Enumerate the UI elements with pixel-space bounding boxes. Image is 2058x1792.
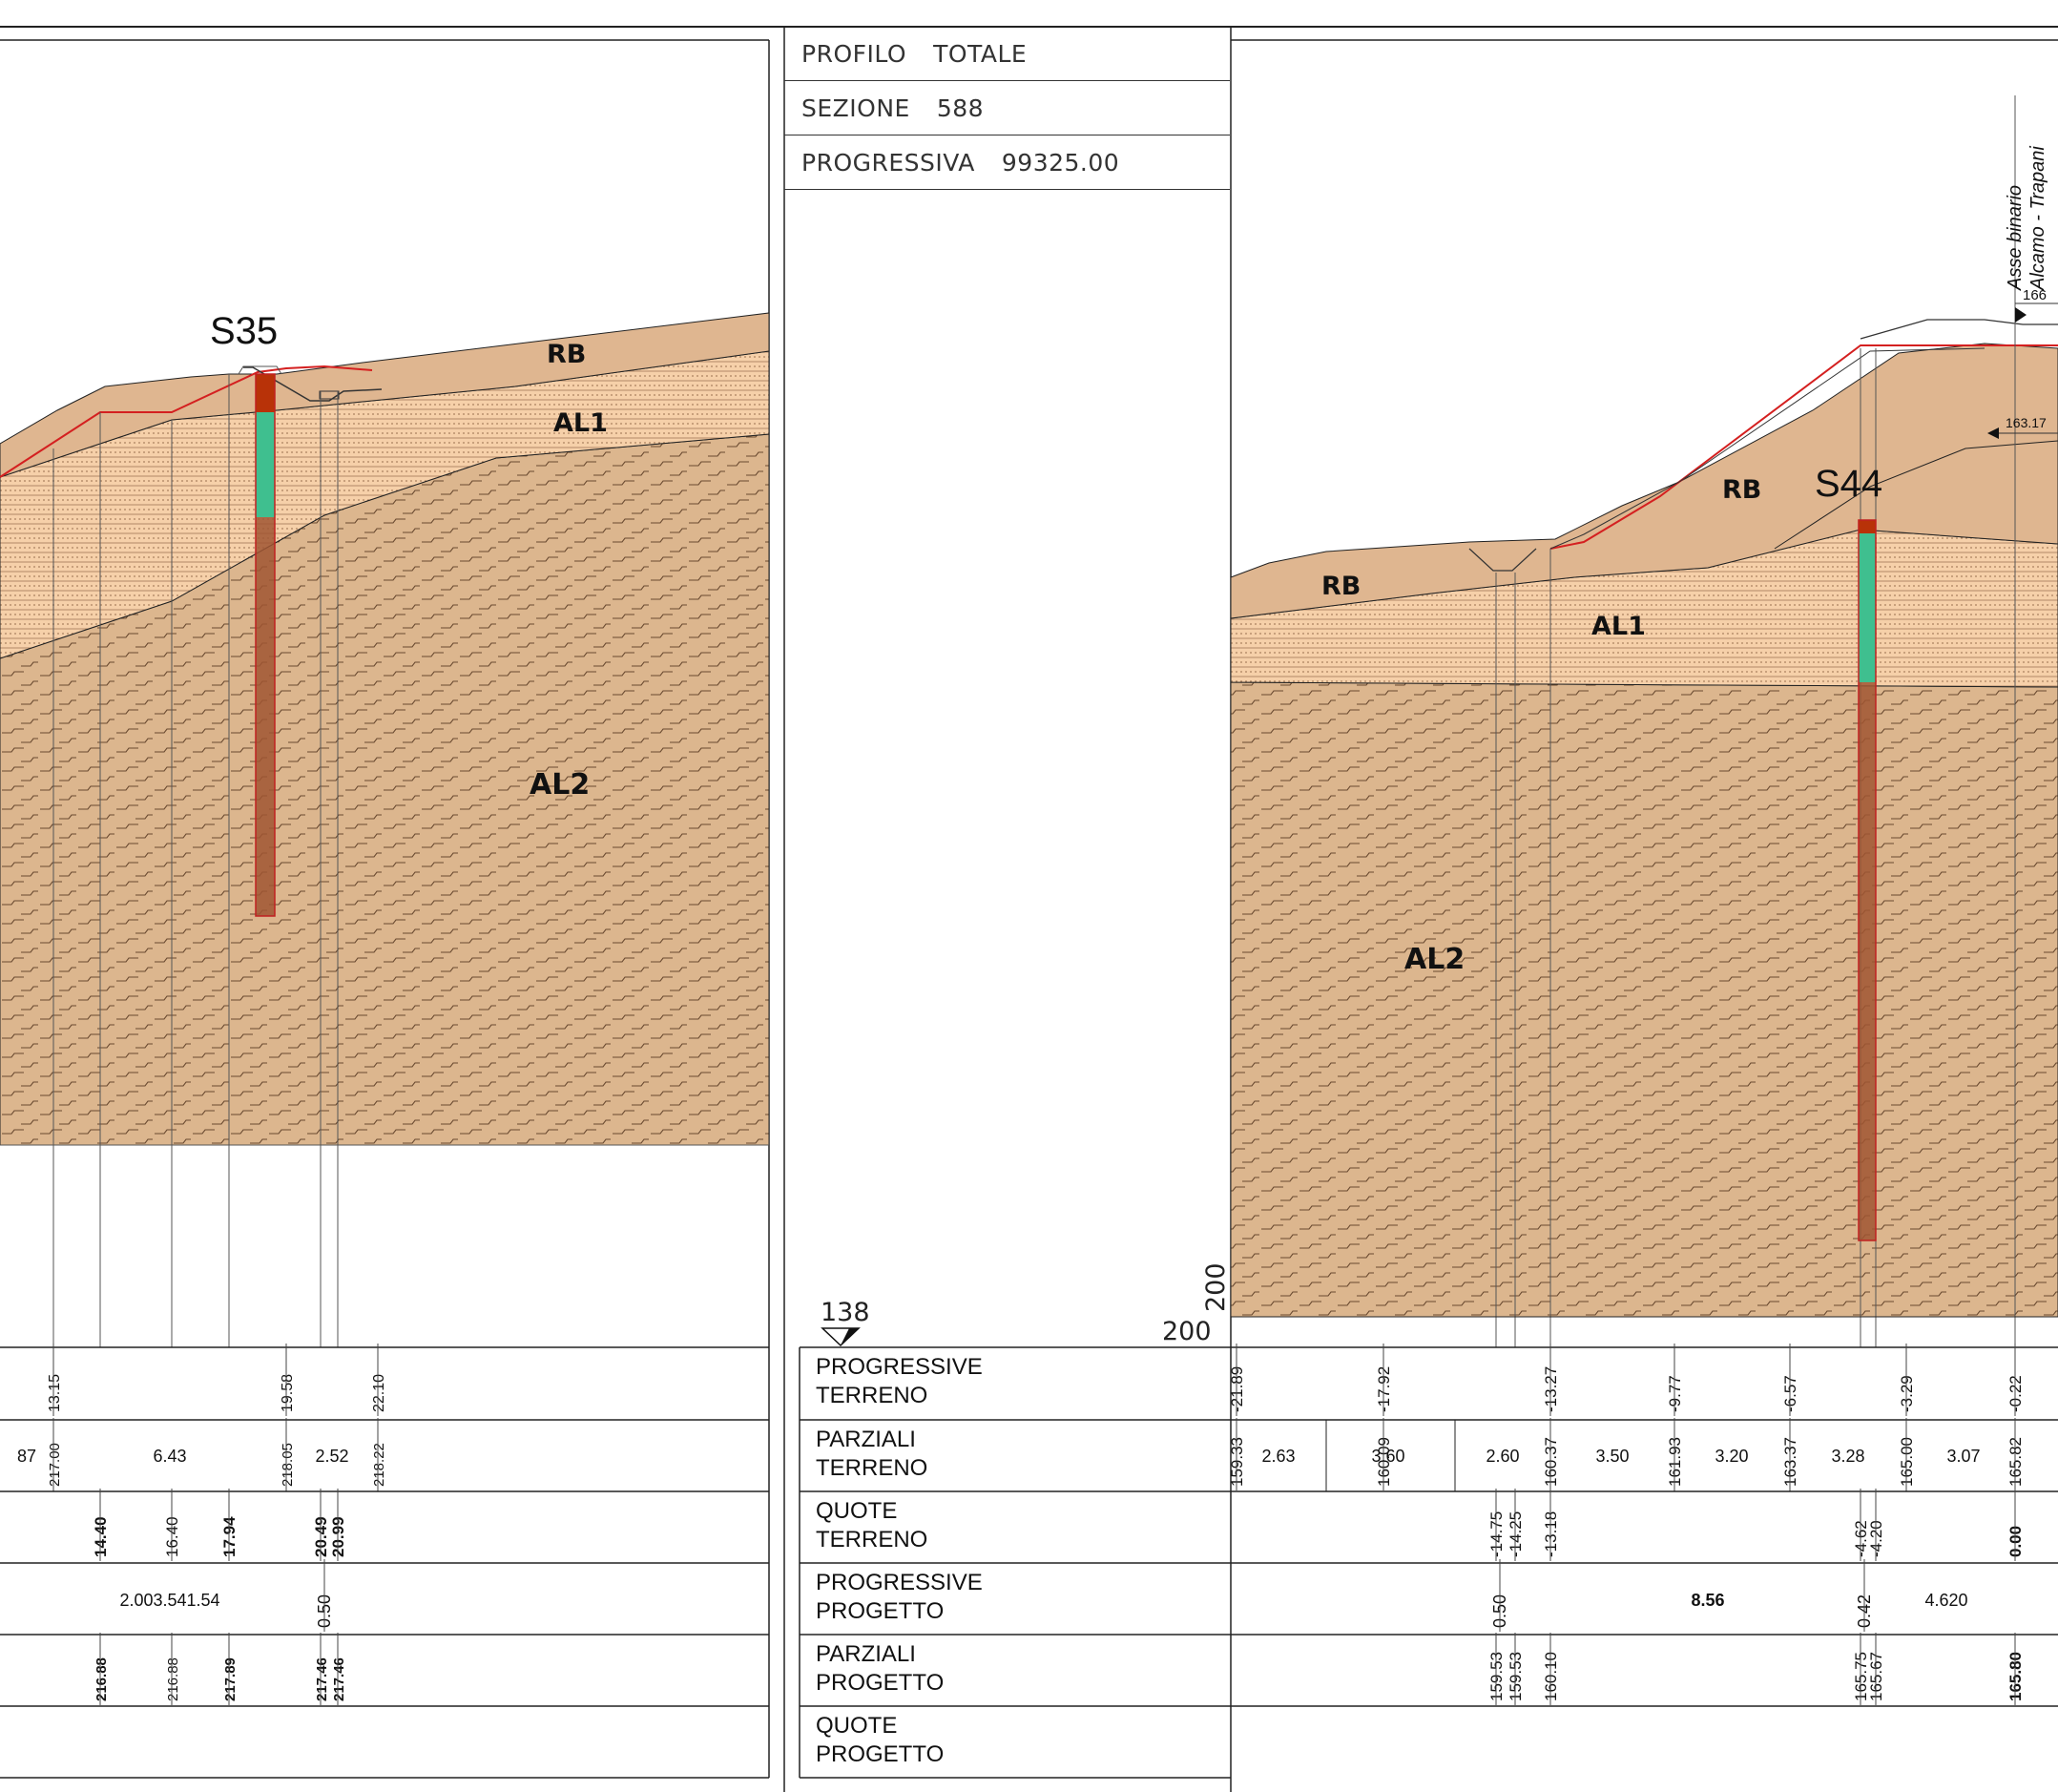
left-parz-terreno-2: 2.52: [315, 1447, 348, 1466]
progressiva-value: 99325.00: [1001, 148, 1120, 177]
layer-label-al2-left: AL2: [530, 768, 590, 802]
right-section-soil: [1230, 95, 2058, 1347]
layer-label-rb-right-2: RB: [1722, 475, 1761, 505]
row-label-parziali-terreno: PARZIALI TERRENO: [816, 1427, 928, 1481]
datum-right-vertical: 200: [1201, 1262, 1231, 1312]
profilo-row: PROFILO TOTALE: [784, 27, 1230, 81]
axis-label-line2: Alcamo - Trapani: [2027, 146, 2048, 291]
left-parz-progetto-0: 2.003.541.54: [119, 1591, 219, 1610]
left-quote-progetto-2: 217.89: [222, 1657, 239, 1701]
row-label-parziali-progetto: PARZIALI PROGETTO: [816, 1641, 945, 1696]
layer-label-al2-right: AL2: [1404, 943, 1465, 976]
datum-right-value: 200: [1162, 1317, 1212, 1346]
sezione-row: SEZIONE 588: [784, 81, 1230, 135]
left-quote-progetto-3: 217.46: [314, 1657, 330, 1701]
sezione-value: 588: [936, 94, 985, 122]
left-quote-progetto-1: 216.88: [165, 1657, 181, 1701]
right-parz-progetto-3: 4.620: [1924, 1591, 1967, 1610]
right-data-table: [799, 1316, 2058, 1779]
sezione-label: SEZIONE: [801, 94, 910, 122]
borehole-label-s44: S44: [1815, 463, 1882, 505]
left-quote-terreno-0: 217.00: [47, 1443, 63, 1487]
layer-label-al1-left: AL1: [553, 408, 608, 438]
left-parz-terreno-1: 6.43: [153, 1447, 186, 1466]
left-table-ticks: 13.15 19.58 22.10 87 6.43 2.52 217.00 218.05 218…: [17, 1344, 387, 1705]
right-parz-terreno-2: 2.60: [1486, 1447, 1519, 1466]
row-label-progressive-progetto: PROGRESSIVE PROGETTO: [816, 1570, 983, 1624]
profilo-label: PROFILO: [801, 39, 907, 68]
left-parz-terreno-0: 87: [17, 1447, 36, 1466]
layer-label-al1-right: AL1: [1591, 612, 1646, 641]
right-parz-terreno-4: 3.20: [1715, 1447, 1748, 1466]
profilo-value: TOTALE: [933, 39, 1028, 68]
progressiva-label: PROGRESSIVA: [801, 148, 975, 177]
left-prog-terreno-2: 22.10: [371, 1374, 387, 1412]
layer-label-rb-right-1: RB: [1321, 572, 1361, 601]
right-parz-terreno-1: 3.60: [1371, 1447, 1404, 1466]
right-parz-terreno-5: 3.28: [1831, 1447, 1864, 1466]
left-quote-progetto-0: 216.88: [94, 1657, 110, 1701]
right-table-ticks: -21.89 -17.92 -13.27 -9.77 -6.57 -3.29 -0.222.…: [1228, 1344, 2025, 1705]
datum-left-value: 138: [821, 1298, 870, 1327]
right-parz-terreno-0: 2.63: [1261, 1447, 1295, 1466]
left-data-table: [0, 1346, 769, 1707]
left-quote-progetto-4: 217.46: [331, 1657, 347, 1701]
progressiva-row: PROGRESSIVA 99325.00: [784, 135, 1230, 190]
left-section-soil: [0, 312, 770, 1347]
left-prog-terreno-1: 19.58: [280, 1374, 296, 1412]
axis-elevation-top: 166: [2023, 287, 2047, 303]
row-label-quote-terreno: QUOTE TERRENO: [816, 1498, 928, 1552]
right-parz-progetto-1: 8.56: [1691, 1591, 1724, 1610]
right-parz-terreno-6: 3.07: [1946, 1447, 1980, 1466]
axis-elevation-mid: 163.17: [2006, 415, 2047, 430]
left-quote-terreno-2: 218.22: [371, 1443, 387, 1487]
borehole-label-s35: S35: [210, 310, 278, 352]
right-parz-terreno-3: 3.50: [1595, 1447, 1629, 1466]
left-quote-terreno-1: 218.05: [280, 1443, 296, 1487]
axis-label-line1: Asse binario: [2005, 185, 2026, 291]
section-header-panel: PROFILO TOTALE SEZIONE 588 PROGRESSIVA 9…: [784, 27, 1230, 190]
layer-label-rb-left: RB: [547, 340, 586, 369]
row-label-progressive-terreno: PROGRESSIVE TERRENO: [816, 1354, 983, 1408]
left-prog-terreno-0: 13.15: [47, 1374, 63, 1412]
row-label-quote-progetto: QUOTE PROGETTO: [816, 1713, 945, 1767]
